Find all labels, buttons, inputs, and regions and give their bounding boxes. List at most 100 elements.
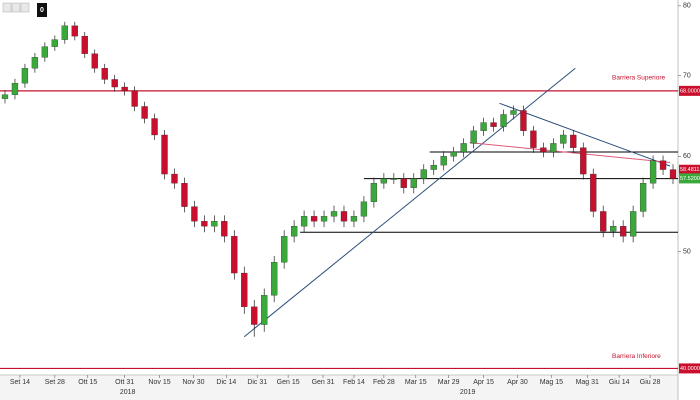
candle-body <box>580 147 587 175</box>
candle-body <box>231 236 238 274</box>
candle-body <box>340 211 348 222</box>
candle-body <box>71 25 78 37</box>
annotation: Barriera Inferiore <box>612 353 661 360</box>
x-tick-label: Gen 15 <box>277 379 300 386</box>
candle-body <box>460 143 467 153</box>
x-tick-label: Feb 28 <box>373 379 395 386</box>
candle-body <box>151 118 158 136</box>
x-tick-label: Gen 31 <box>312 379 335 386</box>
trend-line <box>499 102 671 167</box>
candle-body <box>261 295 268 325</box>
candle-body <box>51 39 58 47</box>
candle-body <box>470 130 477 144</box>
candle-body <box>181 183 188 207</box>
candle-body <box>440 156 447 166</box>
x-tick-label: Feb 14 <box>343 379 365 386</box>
tool-button[interactable] <box>2 2 12 13</box>
candle-body <box>659 160 667 170</box>
candle-body <box>1 94 9 99</box>
candle-body <box>290 226 298 237</box>
x-tick-label: Mag 31 <box>576 379 599 386</box>
y-tick-label: 80 <box>683 3 691 10</box>
candle-body <box>620 226 627 237</box>
candle-body <box>11 83 19 95</box>
candle-body <box>111 79 118 88</box>
candle-body <box>450 151 457 157</box>
x-tick-label: Giu 28 <box>640 379 661 386</box>
x-tick-label: Set 14 <box>10 379 30 386</box>
x-tick-label: Nov 15 <box>148 379 170 386</box>
tool-button[interactable] <box>20 2 30 13</box>
y-tick-label: 60 <box>683 153 691 160</box>
trend-line <box>469 142 671 163</box>
price-tag-label: 58.4811 <box>680 167 699 173</box>
candle-body <box>590 173 597 212</box>
trend-line <box>243 67 576 338</box>
candle-body <box>550 143 557 153</box>
candle-body <box>191 206 198 222</box>
x-tick-label: Nov 30 <box>182 379 204 386</box>
year-label: 2019 <box>460 389 476 396</box>
price-tag <box>679 363 700 374</box>
candle-body <box>31 57 39 69</box>
candle-body <box>61 25 68 40</box>
price-tag-label: 57.5200 <box>680 176 700 182</box>
candle-body <box>669 169 677 179</box>
candle-body <box>300 216 308 227</box>
candle-body <box>91 53 98 69</box>
price-tag <box>679 173 700 184</box>
candle-body <box>610 226 617 232</box>
x-tick-label: Mar 29 <box>438 379 460 386</box>
candle-body <box>380 178 388 184</box>
x-tick-label: Giu 14 <box>609 379 630 386</box>
candle-body <box>490 122 497 127</box>
x-tick-label: Mag 15 <box>540 379 563 386</box>
candle-body <box>81 35 88 54</box>
x-tick-label: Ott 15 <box>78 379 97 386</box>
candle-body <box>310 216 318 222</box>
y-tick-label: 50 <box>683 249 691 256</box>
candle-body <box>320 216 328 222</box>
candle-body <box>350 216 358 222</box>
x-tick-label: Dic 14 <box>216 379 236 386</box>
candle-body <box>420 169 427 179</box>
toolbar[interactable]: 0 <box>2 2 47 17</box>
candle-body <box>510 110 517 115</box>
plot-area: 50 60 70 80 Set 14 Set 28 Ott 15 Ott 31 Nov 15 No… <box>0 3 700 396</box>
candle-body <box>281 236 288 263</box>
candle-body <box>221 221 228 237</box>
x-tick-label: Apr 15 <box>473 379 494 386</box>
candle-body <box>480 122 487 131</box>
candle-body <box>430 164 437 170</box>
candle-body <box>500 114 507 127</box>
price-tag <box>679 164 700 175</box>
candle-body <box>400 178 407 188</box>
candle-body <box>131 90 138 107</box>
price-tag-label: 40.0000 <box>680 366 700 372</box>
badge[interactable] <box>37 3 47 17</box>
badge-text: 0 <box>40 7 44 14</box>
candle-body <box>520 110 527 131</box>
candle-body <box>540 147 547 153</box>
candle-body <box>201 221 208 227</box>
price-tag <box>679 85 700 96</box>
candle-body <box>171 173 178 184</box>
x-tick-label: Mar 15 <box>405 379 427 386</box>
candle-body <box>370 183 378 202</box>
candle-body <box>330 211 338 217</box>
candle-body <box>271 262 278 296</box>
x-tick-label: Set 28 <box>45 379 65 386</box>
year-label: 2018 <box>120 389 136 396</box>
tool-button[interactable] <box>11 2 21 13</box>
candle-body <box>649 160 657 184</box>
candle-body <box>161 134 168 175</box>
candle-body <box>251 306 258 325</box>
x-tick-label: Ott 31 <box>115 379 134 386</box>
candle-body <box>211 221 218 227</box>
candle-body <box>560 134 567 144</box>
candle-body <box>600 211 607 232</box>
candle-body <box>121 86 128 92</box>
candle-body <box>41 46 49 58</box>
candle-body <box>21 68 29 84</box>
